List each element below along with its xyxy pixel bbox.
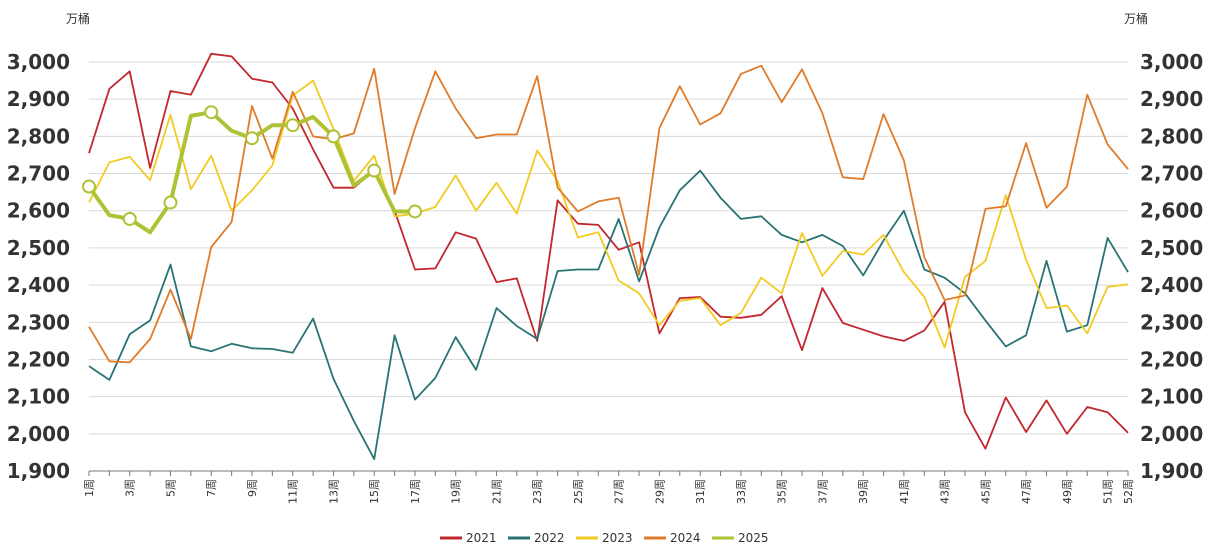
series-line-2024	[88, 64, 1129, 364]
x-tick-label: 47周	[1020, 479, 1033, 504]
x-tick-label: 9周	[246, 479, 259, 497]
x-tick-label: 37周	[816, 479, 829, 504]
series-line-2023	[88, 79, 1129, 349]
x-tick-label: 1周	[83, 479, 96, 497]
series-line-2022	[88, 169, 1129, 461]
y-axis-right: 1,900 2,000 2,100 2,200 2,300 2,400 2,500 2,600…	[1140, 50, 1203, 483]
y-tick-label-right: 2,600	[1140, 199, 1203, 223]
y-axis-left: 1,900 2,000 2,100 2,200 2,300 2,400 2,500 2,600…	[7, 50, 70, 483]
y-tick-label-left: 2,400	[7, 273, 70, 297]
y-tick-label-left: 2,600	[7, 199, 70, 223]
x-tick-label: 15周	[368, 479, 381, 504]
y-tick-label-right: 2,500	[1140, 236, 1203, 260]
y-tick-label-right: 2,700	[1140, 162, 1203, 186]
series-lines	[82, 52, 1129, 461]
y-tick-label-right: 1,900	[1140, 459, 1203, 483]
y-tick-label-left: 2,800	[7, 124, 70, 148]
x-tick-label: 21周	[490, 479, 503, 504]
y-tick-label-left: 2,500	[7, 236, 70, 260]
x-tick-label: 33周	[735, 479, 748, 504]
y-tick-label-right: 2,200	[1140, 347, 1203, 371]
legend-label-2023: 2023	[602, 531, 633, 545]
y-tick-label-left: 2,000	[7, 422, 70, 446]
y-tick-label-left: 2,300	[7, 310, 70, 334]
x-tick-label: 41周	[898, 479, 911, 504]
series-point-2025	[285, 118, 300, 133]
y-tick-label-right: 2,100	[1140, 385, 1203, 409]
x-tick-label: 51周	[1102, 479, 1115, 504]
x-tick-label: 27周	[613, 479, 626, 504]
y-unit-right: 万桶	[1124, 11, 1148, 26]
x-tick-label: 45周	[979, 479, 992, 504]
y-tick-label-left: 2,200	[7, 347, 70, 371]
y-tick-label-right: 2,000	[1140, 422, 1203, 446]
x-tick-label: 43周	[939, 479, 952, 504]
legend-label-2024: 2024	[670, 531, 701, 545]
series-line-2025	[87, 110, 415, 235]
series-point-2025	[326, 129, 341, 144]
series-line-2021	[88, 52, 1129, 450]
series-point-2025	[244, 131, 259, 146]
x-tick-label: 35周	[776, 479, 789, 504]
y-unit-left: 万桶	[66, 11, 90, 26]
y-tick-label-right: 2,300	[1140, 310, 1203, 334]
x-tick-label: 7周	[205, 479, 218, 497]
legend-label-2021: 2021	[466, 531, 497, 545]
y-tick-label-left: 2,100	[7, 385, 70, 409]
y-tick-label-right: 2,900	[1140, 87, 1203, 111]
y-tick-label-right: 2,400	[1140, 273, 1203, 297]
x-tick-label: 31周	[694, 479, 707, 504]
grid	[89, 61, 1128, 472]
x-tick-label: 17周	[409, 479, 422, 504]
series-point-2025	[122, 211, 137, 226]
x-tick-label: 52周	[1122, 479, 1135, 504]
x-tick-label: 23周	[531, 479, 544, 504]
series-point-2025	[163, 195, 178, 210]
y-tick-label-left: 3,000	[7, 50, 70, 74]
legend-label-2022: 2022	[534, 531, 565, 545]
y-tick-label-left: 1,900	[7, 459, 70, 483]
y-tick-label-right: 2,800	[1140, 124, 1203, 148]
legend: 2021 2022 2023 2024 2025	[440, 531, 769, 545]
x-tick-label: 29周	[653, 479, 666, 504]
y-tick-label-left: 2,700	[7, 162, 70, 186]
x-tick-label: 5周	[164, 479, 177, 497]
x-tick-label: 39周	[857, 479, 870, 504]
x-tick-label: 49周	[1061, 479, 1074, 504]
x-tick-label: 25周	[572, 479, 585, 504]
legend-label-2025: 2025	[738, 531, 769, 545]
series-point-2025	[204, 105, 219, 120]
x-tick-label: 13周	[327, 479, 340, 504]
series-point-2025	[82, 179, 96, 194]
x-tick-label: 19周	[450, 479, 463, 504]
y-tick-label-right: 3,000	[1140, 50, 1203, 74]
x-tick-label: 11周	[287, 479, 300, 504]
series-point-2025	[367, 163, 382, 178]
x-tick-label: 3周	[124, 479, 137, 497]
series-point-2025	[407, 204, 422, 219]
x-axis: 1周 3周 5周 7周 9周 11周 13周 15周 17周 19周 21周 23周 25周 27周 29周…	[83, 471, 1135, 504]
y-tick-label-left: 2,900	[7, 87, 70, 111]
